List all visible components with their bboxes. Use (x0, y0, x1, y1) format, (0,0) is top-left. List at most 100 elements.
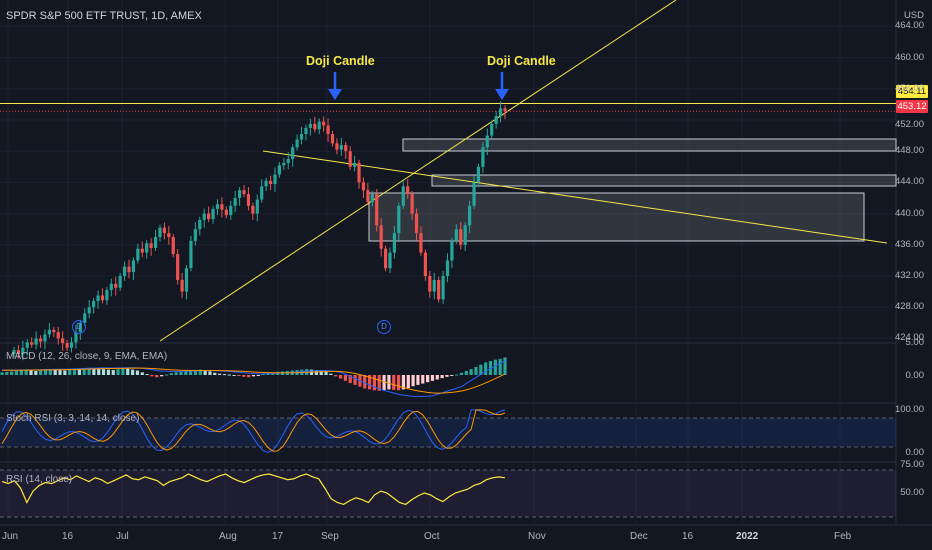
candle-body (498, 108, 503, 117)
candle-body (397, 205, 401, 234)
candle-body (260, 186, 264, 200)
macd-histogram-bar (334, 375, 338, 377)
macd-histogram-bar (222, 374, 227, 376)
macd-histogram-bar (363, 375, 367, 389)
candle-body (255, 199, 259, 214)
candle-body (375, 194, 379, 226)
candle-body (335, 143, 339, 150)
macd-histogram-bar (411, 375, 415, 387)
price-tick-label: 432.00 (894, 270, 924, 281)
macd-label[interactable]: MACD (12, 26, close, 9, EMA, EMA) (6, 351, 168, 362)
candle-body (30, 342, 34, 345)
time-tick-label: Jun (2, 531, 19, 542)
price-tick-label: 436.00 (894, 238, 924, 250)
rsi-line (1, 473, 506, 506)
candle-body (34, 338, 38, 345)
macd-histogram-bar (164, 374, 169, 376)
dividend-badge[interactable]: D (72, 320, 86, 334)
macd-histogram-bar (338, 375, 343, 379)
dividend-badge[interactable]: D (377, 320, 391, 334)
candle-body (167, 233, 171, 237)
candle-body (118, 276, 122, 288)
macd-histogram-bar (39, 370, 43, 375)
candle-body (87, 307, 91, 314)
macd-histogram-bar (445, 375, 449, 377)
price-tick-label: 460.00 (894, 51, 924, 63)
falling-trendline (262, 150, 888, 244)
candle-body (171, 237, 175, 255)
candle-body (282, 162, 286, 166)
macd-histogram-bar (87, 367, 91, 375)
candle-body (494, 116, 498, 124)
macd-histogram-bar (382, 375, 386, 391)
time-tick-label: Nov (528, 531, 546, 542)
macd-histogram-bar (464, 370, 468, 375)
macd-histogram-bar (0, 372, 4, 375)
price-tick-label: 440.00 (894, 207, 924, 219)
candle-body (264, 180, 268, 187)
macd-histogram-bar (227, 374, 231, 376)
candle-body (401, 186, 405, 206)
macd-histogram-bar (58, 370, 62, 375)
candle-body (83, 313, 87, 323)
rising-trendline (159, 0, 677, 342)
macd-histogram-bar (247, 375, 251, 378)
candle-body (490, 123, 494, 136)
candle-body (65, 343, 69, 348)
candle-body (476, 166, 481, 183)
time-tick-label: Feb (834, 531, 852, 542)
macd-histogram-bar (314, 370, 318, 375)
candle-body (176, 254, 180, 280)
candle-body (286, 159, 290, 163)
macd-histogram-bar (155, 375, 159, 378)
macd-histogram-bar (121, 368, 125, 375)
macd-histogram-bar (256, 375, 260, 376)
time-tick-label: 2022 (736, 531, 759, 542)
candle-body (12, 350, 16, 354)
macd-histogram-bar (479, 364, 483, 375)
macd-histogram-bar (392, 375, 396, 390)
macd-histogram-bar (435, 375, 439, 380)
candle-body (414, 213, 419, 234)
candle-body (383, 248, 388, 269)
candle-body (348, 151, 352, 167)
candle-body (268, 180, 273, 184)
macd-histogram-bar (372, 375, 377, 391)
macd-histogram-bar (92, 368, 96, 375)
stoch-rsi-label[interactable]: Stoch RSI (3, 3, 14, 14, close) (6, 413, 140, 424)
candle-body (131, 260, 136, 273)
candle-body (423, 252, 427, 276)
macd-histogram-bar (488, 361, 493, 375)
candle-body (193, 229, 197, 241)
candle-body (468, 205, 472, 226)
price-tick-label: 452.00 (894, 119, 924, 130)
candle-body (202, 213, 206, 220)
macd-histogram-bar (63, 370, 67, 375)
macd-histogram-bar (367, 375, 372, 390)
candle-body (441, 276, 445, 300)
candle-body (114, 283, 118, 288)
macd-histogram-bar (218, 373, 222, 375)
macd-histogram-bar (242, 375, 246, 377)
rsi-label[interactable]: RSI (14, close) (6, 474, 73, 485)
candle-body (379, 225, 383, 249)
candle-body (140, 248, 144, 253)
candle-body (189, 240, 193, 269)
candle-body (388, 252, 392, 269)
time-tick-label: 16 (62, 531, 74, 542)
candle-body (47, 329, 51, 335)
chart-title: SPDR S&P 500 ETF TRUST, 1D, AMEX (6, 10, 202, 22)
macd-histogram-bar (498, 358, 502, 375)
macd-histogram-bar (97, 368, 101, 375)
macd-histogram-bar (324, 371, 328, 375)
macd-histogram-bar (14, 370, 19, 375)
candle-body (291, 147, 295, 159)
macd-histogram-bar (469, 369, 473, 375)
macd-histogram-bar (455, 374, 459, 376)
candle-body (277, 165, 282, 175)
macd-signal-line (1, 367, 506, 394)
candle-body (92, 300, 96, 308)
rsi-tick-label: 75.00 (900, 459, 924, 470)
candle-body (237, 190, 242, 198)
